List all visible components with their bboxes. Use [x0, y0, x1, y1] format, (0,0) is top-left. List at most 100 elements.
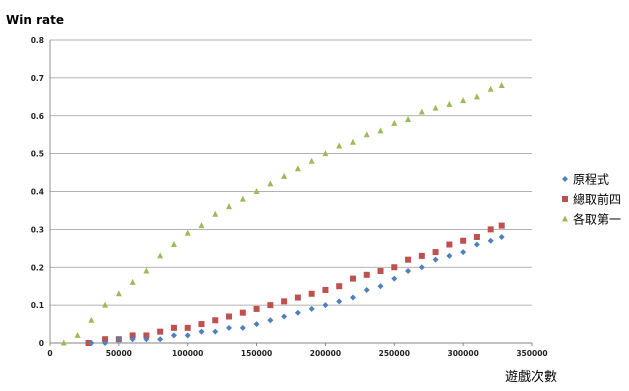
data-point: [446, 241, 453, 248]
legend-label: 原程式: [573, 172, 609, 187]
x-tick-label: 0: [47, 349, 52, 358]
data-point: [294, 165, 301, 172]
y-tick-label: 0.7: [31, 74, 44, 83]
y-tick-label: 0.5: [31, 150, 44, 159]
data-point: [473, 241, 480, 248]
legend-marker: [562, 196, 568, 202]
data-point: [498, 81, 505, 88]
data-point: [115, 290, 122, 297]
data-point: [294, 294, 301, 301]
data-point: [88, 316, 95, 323]
x-tick-label: 150000: [241, 349, 272, 358]
data-point: [239, 195, 246, 202]
data-point: [349, 275, 356, 282]
legend-marker: [562, 215, 568, 222]
points-layer: [60, 81, 505, 346]
x-tick-label: 50000: [106, 349, 132, 358]
y-tick-label: 0.1: [31, 301, 44, 310]
legend-label: 總取前四: [573, 192, 621, 207]
data-point: [460, 249, 467, 256]
data-point: [377, 268, 384, 275]
y-tick-label: 0.8: [31, 36, 44, 45]
data-point: [487, 226, 494, 233]
data-point: [157, 336, 164, 343]
data-point: [226, 203, 233, 210]
data-point: [377, 127, 384, 134]
data-point: [391, 264, 398, 271]
x-tick-label: 100000: [172, 349, 203, 358]
data-point: [102, 336, 109, 343]
data-point: [349, 138, 356, 145]
data-point: [405, 256, 412, 263]
data-point: [473, 93, 480, 100]
data-point: [418, 264, 425, 271]
y-tick-label: 0.4: [31, 188, 44, 197]
data-point: [226, 313, 233, 320]
data-point: [267, 180, 274, 187]
data-point: [322, 302, 329, 309]
data-point: [198, 321, 205, 328]
data-point: [212, 210, 219, 217]
data-point: [391, 119, 398, 126]
data-point: [308, 157, 315, 164]
data-point: [294, 309, 301, 316]
data-point: [184, 324, 191, 331]
data-point: [129, 332, 136, 339]
data-point: [253, 321, 260, 328]
grid-layer: [50, 39, 532, 344]
x-tick-label: 300000: [447, 349, 478, 358]
data-point: [129, 278, 136, 285]
legend-marker: [562, 176, 568, 182]
data-point: [336, 298, 343, 305]
data-point: [129, 336, 136, 343]
data-point: [102, 301, 109, 308]
x-tick-label: 200000: [310, 349, 341, 358]
y-tick-label: 0.2: [31, 263, 44, 272]
data-point: [446, 100, 453, 107]
data-point: [60, 339, 67, 346]
x-axis-title: 遊戲次數: [505, 369, 557, 385]
data-point: [418, 108, 425, 115]
data-point: [336, 283, 343, 290]
data-point: [253, 305, 260, 312]
data-point: [212, 328, 219, 335]
data-point: [267, 317, 274, 324]
data-point: [102, 340, 109, 346]
data-point: [143, 332, 150, 339]
data-point: [170, 241, 177, 248]
data-point: [432, 256, 439, 263]
data-point: [170, 332, 177, 339]
data-point: [143, 336, 150, 343]
y-tick-label: 0.6: [31, 112, 44, 121]
data-point: [157, 328, 164, 335]
data-point: [115, 336, 122, 343]
data-point: [498, 233, 505, 240]
data-point: [363, 131, 370, 138]
y-axis-title: Win rate: [6, 13, 64, 27]
data-point: [88, 340, 95, 346]
data-point: [487, 237, 494, 244]
data-point: [432, 104, 439, 111]
data-point: [267, 302, 274, 309]
data-point: [308, 305, 315, 312]
data-point: [184, 332, 191, 339]
x-tick-label: 250000: [379, 349, 410, 358]
data-point: [460, 237, 467, 244]
data-point: [391, 275, 398, 282]
data-point: [487, 85, 494, 92]
data-point: [184, 229, 191, 236]
data-point: [322, 150, 329, 157]
legend-label: 各取第一: [573, 212, 621, 227]
data-point: [432, 249, 439, 256]
data-point: [74, 331, 81, 338]
data-point: [253, 188, 260, 194]
data-point: [473, 233, 480, 240]
data-point: [239, 309, 246, 316]
data-point: [226, 324, 233, 331]
data-point: [377, 283, 384, 290]
data-point: [446, 252, 453, 259]
data-point: [212, 317, 219, 324]
